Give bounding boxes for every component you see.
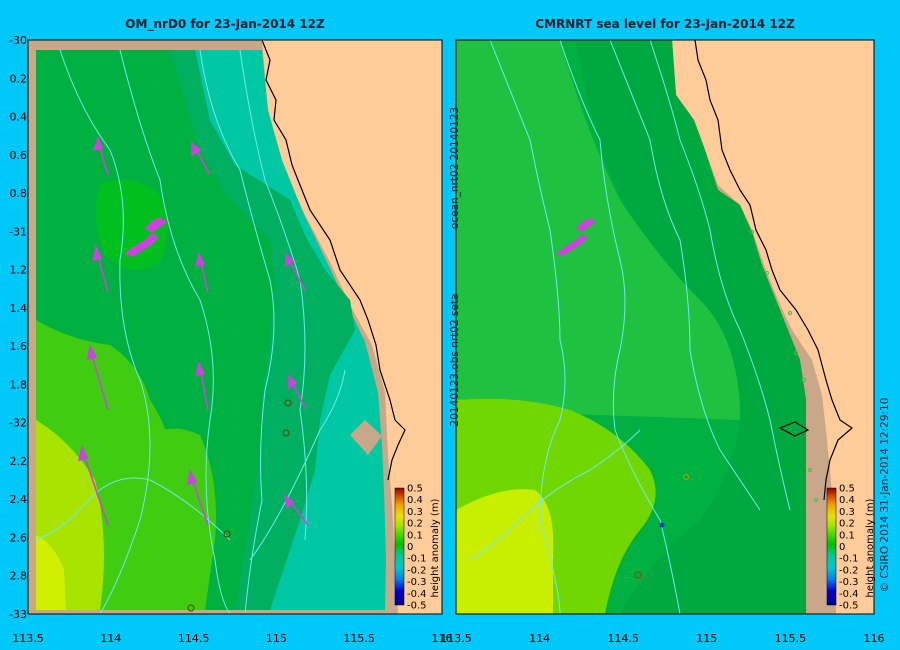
right-coastline	[694, 40, 853, 501]
y-tick-label: 0.8	[10, 187, 28, 200]
left-map-frame	[27, 39, 443, 615]
y-tick-label: -32	[9, 417, 27, 430]
y-tick-label: 2.4	[10, 493, 28, 506]
left-colorbar-ramp	[394, 487, 405, 606]
y-tick-label: 2.6	[10, 531, 28, 544]
right-x-tick-label: 114.5	[607, 632, 639, 645]
right-colorbar-tick-label: 0.2	[839, 519, 855, 530]
right-ocean-green-light	[456, 40, 740, 420]
left-colorbar-tick-label: -0.4	[407, 589, 427, 600]
left-ocean-green-core	[96, 179, 168, 270]
left-velocity-arrows	[77, 135, 309, 526]
right-colorbar-tick-label: 0.3	[839, 507, 855, 518]
left-x-tick-label: 115	[266, 632, 287, 645]
left-colorbar-tick-label: 0	[407, 542, 413, 553]
left-map	[28, 40, 442, 614]
y-tick-label: 1.6	[10, 340, 28, 353]
y-tick-label: 2.8	[10, 570, 28, 583]
right-map-frame	[455, 39, 875, 615]
y-tick-label: 1.8	[10, 378, 28, 391]
right-bathymetry-contours	[469, 40, 791, 614]
y-tick-label: 0.2	[10, 72, 28, 85]
right-colorbar-tick-label: 0.4	[839, 495, 855, 506]
left-x-tick-label: 114	[100, 632, 121, 645]
right-colorbar-tick-label: -0.3	[839, 577, 859, 588]
right-ocean-green-dark	[575, 40, 806, 614]
right-velocity-arrows	[556, 218, 596, 256]
left-ocean-yellow-2	[36, 535, 66, 610]
left-colorbar-tick-label: -0.2	[407, 565, 427, 576]
left-colorbar-tick-label: -0.3	[407, 577, 427, 588]
right-map	[456, 40, 874, 614]
left-panel-title: OM_nrD0 for 23-Jan-2014 12Z	[125, 17, 325, 32]
right-panel-title: CMRNRT sea level for 23-Jan-2014 12Z	[535, 17, 795, 31]
credit-text: © CSIRO 2014 31-Jan-2014 12:29:10	[879, 398, 891, 593]
left-x-tick-label: 114.5	[178, 632, 210, 645]
right-colorbar-tick-label: 0.5	[839, 484, 855, 495]
right-colorbar-tick-label: -0.5	[839, 601, 859, 612]
left-x-tick-label: 115.5	[343, 632, 375, 645]
left-colorbar-tick-label: -0.5	[407, 601, 427, 612]
right-x-tick-label: 115	[696, 632, 717, 645]
right-colorbar-tick-label: -0.1	[839, 554, 859, 565]
right-colorbar-tick-label: 0.1	[839, 530, 855, 541]
left-colorbar-tick-label: -0.1	[407, 554, 427, 565]
left-colorbar: height anomaly (m) 0.50.40.30.20.10-0.1-…	[394, 484, 441, 612]
left-colorbar-tick-label: 0.5	[407, 484, 423, 495]
right-x-tick-label: 113.5	[440, 632, 472, 645]
right-x-tick-label: 114	[529, 632, 550, 645]
y-tick-label: -30	[9, 34, 27, 47]
right-colorbar-tick-label: -0.4	[839, 589, 859, 600]
left-x-tick-label: 113.5	[12, 632, 44, 645]
y-tick-label: -33	[9, 608, 27, 621]
left-colorbar-tick-label: 0.2	[407, 519, 423, 530]
left-colorbar-tick-label: 0.3	[407, 507, 423, 518]
right-colorbar-label: height anomaly (m)	[865, 498, 876, 597]
left-ocean-lime-2	[140, 428, 216, 610]
y-tick-label: 1.2	[10, 264, 28, 277]
y-tick-label: 0.4	[10, 111, 28, 124]
right-colorbar-tick-label: -0.2	[839, 565, 859, 576]
left-colorbar-label: height anomaly (m)	[430, 498, 441, 597]
right-colorbar: height anomaly (m) 0.50.40.30.20.10-0.1-…	[826, 484, 876, 612]
left-island	[350, 420, 382, 455]
left-coastline	[261, 40, 406, 481]
y-tick-label: 1.4	[10, 302, 28, 315]
run-label-bottom: 20140123.obs nrt02 seta	[449, 294, 461, 427]
right-ocean-yellow	[456, 489, 554, 614]
right-x-tick-label: 116	[864, 632, 885, 645]
left-x-tick-label: 116	[432, 632, 453, 645]
right-colorbar-tick-label: 0	[839, 542, 845, 553]
y-tick-label: 2.2	[10, 455, 28, 468]
left-colorbar-tick-label: 0.1	[407, 530, 423, 541]
y-tick-label: -31	[9, 225, 27, 238]
run-label-top: ocean_nrt02 20140123	[449, 107, 461, 229]
left-colorbar-tick-label: 0.4	[407, 495, 423, 506]
right-x-tick-label: 115.5	[775, 632, 807, 645]
y-tick-label: 0.6	[10, 149, 28, 162]
left-observation-sites	[187, 399, 292, 612]
right-observation-sites	[634, 230, 818, 579]
right-colorbar-ramp	[826, 487, 837, 606]
